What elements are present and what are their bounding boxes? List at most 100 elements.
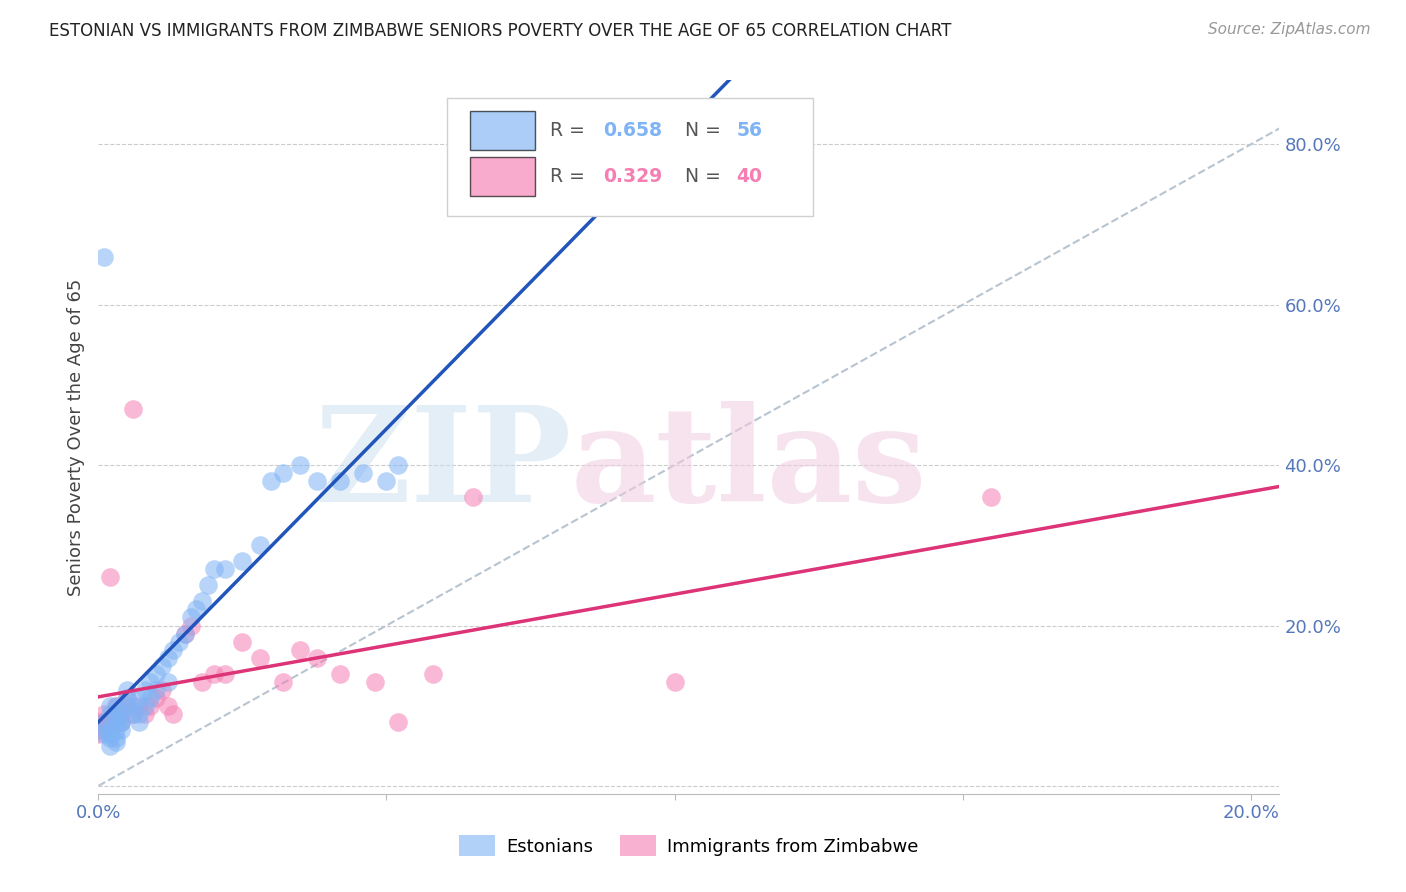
Point	[422, 666, 444, 681]
Point	[93, 727, 115, 741]
Point	[307, 474, 329, 488]
Point	[115, 690, 138, 705]
Text: 0.329: 0.329	[603, 167, 662, 186]
Point	[352, 466, 374, 480]
Point	[191, 674, 214, 689]
Text: 56: 56	[737, 120, 762, 140]
Point	[104, 735, 127, 749]
Point	[115, 698, 138, 713]
Point	[134, 698, 156, 713]
Point	[980, 490, 1002, 504]
Point	[93, 714, 115, 729]
Point	[173, 626, 195, 640]
Point	[288, 458, 311, 472]
Point	[156, 650, 179, 665]
Point	[150, 658, 173, 673]
Text: Source: ZipAtlas.com: Source: ZipAtlas.com	[1208, 22, 1371, 37]
FancyBboxPatch shape	[471, 111, 536, 150]
Point	[98, 723, 121, 737]
Point	[115, 698, 138, 713]
Point	[145, 682, 167, 697]
Point	[249, 650, 271, 665]
Point	[167, 634, 190, 648]
Point	[162, 642, 184, 657]
Point	[139, 698, 162, 713]
Point	[307, 650, 329, 665]
FancyBboxPatch shape	[471, 157, 536, 196]
Point	[110, 706, 132, 721]
Point	[98, 731, 121, 745]
Point	[98, 706, 121, 721]
Point	[288, 642, 311, 657]
Point	[104, 706, 127, 721]
Point	[329, 666, 352, 681]
Point	[162, 706, 184, 721]
Point	[128, 706, 150, 721]
Point	[128, 690, 150, 705]
Point	[214, 666, 236, 681]
Point	[271, 674, 294, 689]
Point	[93, 714, 115, 729]
Point	[104, 706, 127, 721]
Point	[115, 682, 138, 697]
Point	[110, 714, 132, 729]
Point	[110, 723, 132, 737]
Point	[128, 698, 150, 713]
Point	[180, 610, 202, 624]
Point	[87, 723, 110, 737]
Point	[375, 474, 398, 488]
Point	[197, 578, 219, 592]
Text: R =: R =	[550, 120, 591, 140]
Point	[461, 490, 484, 504]
Text: N =: N =	[685, 167, 727, 186]
Point	[104, 698, 127, 713]
Point	[364, 674, 387, 689]
Point	[93, 706, 115, 721]
Point	[98, 727, 121, 741]
Point	[150, 682, 173, 697]
Point	[191, 594, 214, 608]
Text: ESTONIAN VS IMMIGRANTS FROM ZIMBABWE SENIORS POVERTY OVER THE AGE OF 65 CORRELAT: ESTONIAN VS IMMIGRANTS FROM ZIMBABWE SEN…	[49, 22, 952, 40]
Point	[93, 250, 115, 264]
Point	[104, 698, 127, 713]
Text: atlas: atlas	[571, 401, 927, 530]
Point	[110, 714, 132, 729]
Point	[329, 474, 352, 488]
Point	[387, 714, 409, 729]
Point	[93, 719, 115, 733]
Text: 0.658: 0.658	[603, 120, 662, 140]
Point	[231, 634, 253, 648]
Point	[271, 466, 294, 480]
Point	[98, 739, 121, 753]
Text: N =: N =	[685, 120, 727, 140]
Text: 40: 40	[737, 167, 762, 186]
Point	[98, 570, 121, 584]
Point	[260, 474, 283, 488]
Point	[115, 690, 138, 705]
Point	[231, 554, 253, 568]
Point	[134, 706, 156, 721]
Point	[180, 618, 202, 632]
Point	[98, 723, 121, 737]
Point	[87, 714, 110, 729]
Point	[93, 723, 115, 737]
Point	[214, 562, 236, 576]
Text: ZIP: ZIP	[314, 401, 571, 530]
Point	[104, 731, 127, 745]
Point	[122, 706, 145, 721]
Point	[202, 666, 225, 681]
Point	[110, 706, 132, 721]
Point	[186, 602, 208, 616]
Point	[128, 714, 150, 729]
Point	[104, 714, 127, 729]
Point	[664, 674, 686, 689]
Point	[98, 698, 121, 713]
Point	[104, 723, 127, 737]
Point	[122, 402, 145, 417]
Point	[156, 698, 179, 713]
Point	[139, 690, 162, 705]
Point	[249, 538, 271, 552]
Point	[139, 674, 162, 689]
FancyBboxPatch shape	[447, 98, 813, 216]
Point	[134, 682, 156, 697]
